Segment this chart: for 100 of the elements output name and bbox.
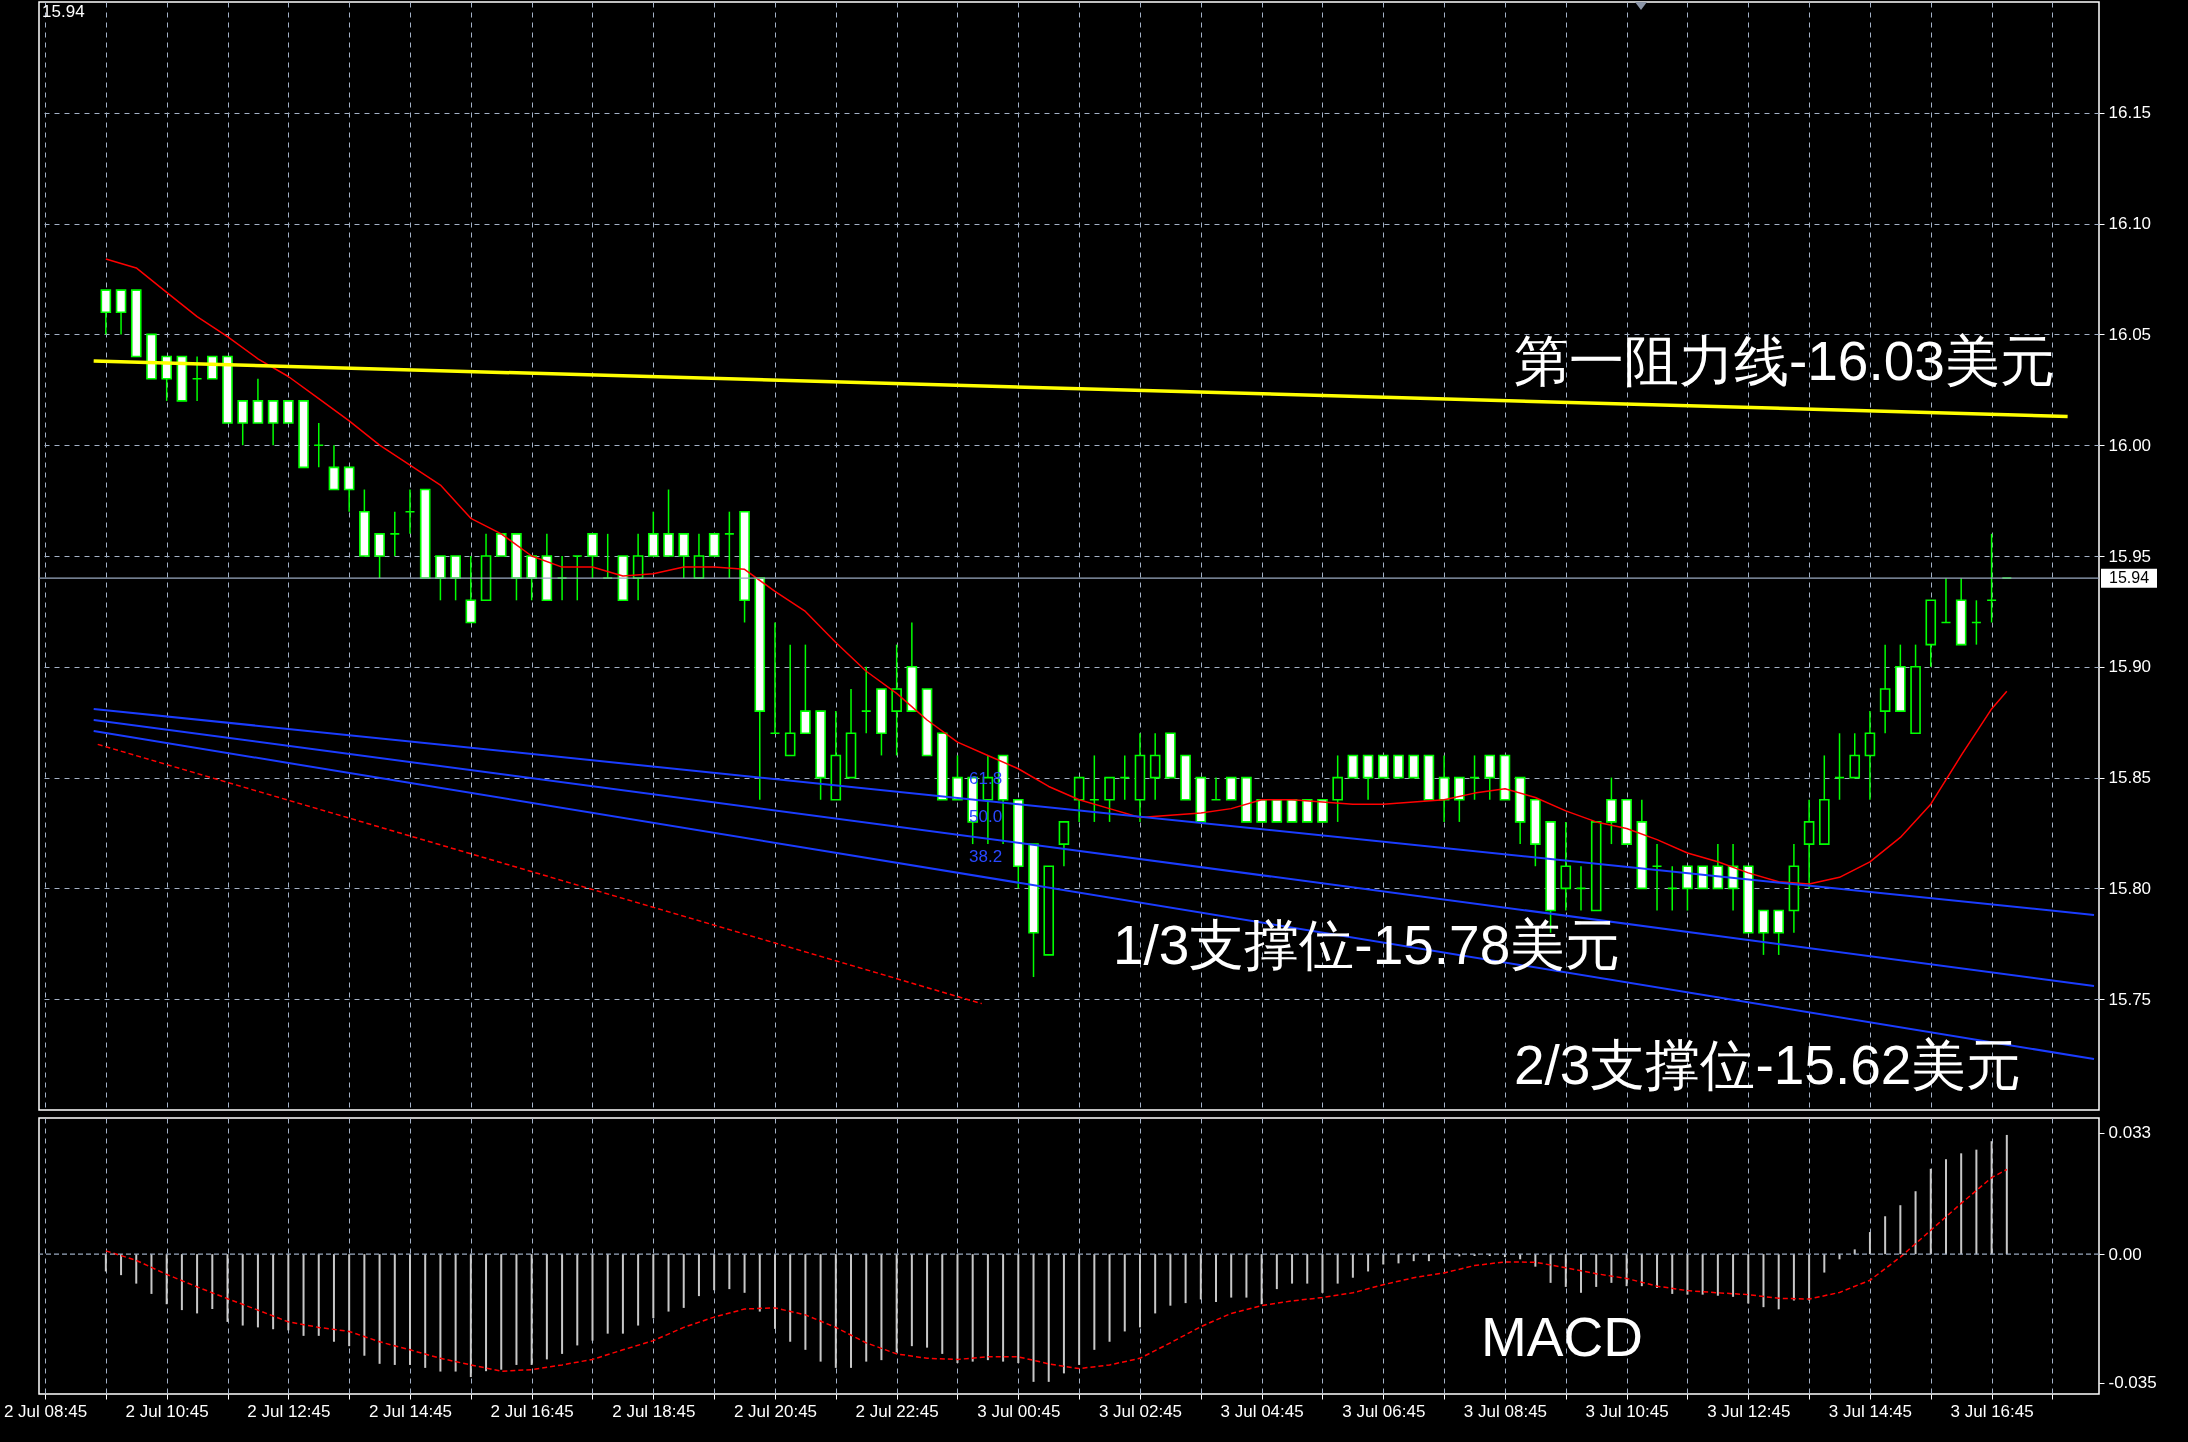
bar [1823,1254,1826,1273]
y-tick-label: 15.90 [2108,657,2152,677]
bar [1777,1254,1780,1310]
annotation: 15.94 [42,1,85,21]
bar [1808,1254,1811,1301]
bar [1154,1254,1157,1314]
bar [1853,1249,1856,1255]
bar [850,1254,853,1368]
bar [1078,1254,1081,1365]
x-tick-label: 2 Jul 18:45 [612,1401,696,1421]
candlestick [283,400,294,424]
bar [682,1254,685,1308]
bar [1899,1205,1902,1255]
bar [1610,1254,1613,1283]
x-tick-label: 3 Jul 14:45 [1828,1401,1913,1421]
candlestick [100,289,112,336]
candlestick [237,400,249,446]
bar [424,1254,427,1368]
bar [728,1254,731,1290]
bar [789,1254,792,1342]
bar [1686,1254,1689,1295]
bar [1412,1254,1415,1262]
bar [1671,1254,1674,1294]
bar [469,1254,472,1378]
y-tick-label: 16.15 [2108,103,2152,123]
y-tick-label: 15.80 [2108,878,2152,898]
bar [1184,1254,1187,1304]
bar [576,1254,579,1346]
bar [348,1254,351,1347]
candlestick [952,754,963,801]
bar [180,1254,183,1311]
candlestick [252,377,264,424]
bar [1625,1254,1628,1287]
candlestick [1149,732,1161,801]
bar [135,1254,138,1284]
candlestick [800,643,811,735]
x-tick-label: 2 Jul 14:45 [368,1401,453,1421]
bar [1716,1254,1719,1296]
candlestick [1347,754,1359,779]
bar [773,1254,776,1329]
x-tick-label: 2 Jul 12:45 [247,1401,331,1421]
candlestick [891,643,902,757]
candlestick [1454,776,1465,823]
bar [1579,1254,1582,1293]
bar [1199,1254,1202,1300]
bar [1884,1216,1887,1255]
bar [1306,1254,1309,1284]
candlestick [678,533,690,579]
y-tick-label: -0.035 [2108,1373,2157,1393]
bar [378,1254,381,1364]
y-tick-label: 0.033 [2108,1123,2152,1143]
bar [1215,1254,1218,1302]
bar [926,1254,929,1348]
candlestick [1879,643,1891,735]
bar [2005,1134,2008,1255]
x-tick-label: 3 Jul 10:45 [1585,1401,1669,1421]
candlestick [648,510,659,557]
annotation: 2/3支撑位-15.62美元 [1513,1034,2022,1097]
bar [1260,1254,1263,1305]
bar [1230,1254,1233,1298]
candlestick [1225,776,1237,801]
candlestick [465,555,477,624]
y-tick-label: 16.00 [2108,435,2152,455]
bar [409,1254,411,1365]
bar [1747,1254,1750,1304]
candlestick [1058,821,1070,867]
bar [454,1254,457,1372]
bar [332,1254,335,1342]
bar [120,1254,123,1276]
bar [895,1254,898,1353]
x-tick-label: 2 Jul 10:45 [125,1401,209,1421]
bar [1367,1254,1370,1272]
bar [1321,1254,1324,1293]
x-tick-label: 2 Jul 22:45 [855,1401,939,1421]
bar [1291,1254,1294,1284]
bar [1914,1191,1917,1255]
bar [1062,1254,1065,1374]
bar [1564,1254,1567,1287]
bar [226,1254,229,1322]
bar [637,1254,640,1326]
candlestick [1864,710,1876,801]
bar [697,1254,700,1297]
bar [150,1254,153,1294]
y-tick-label: 16.10 [2108,214,2152,234]
bar [545,1254,548,1360]
bar [1944,1159,1947,1255]
annotation: 38.2 [969,847,1003,867]
bar [986,1254,989,1361]
candlestick [1803,799,1815,890]
bar [1990,1141,1993,1255]
bar [667,1254,670,1312]
x-tick-label: 3 Jul 06:45 [1342,1401,1426,1421]
candlestick [267,400,279,446]
bar [1792,1254,1795,1301]
bar [1595,1254,1598,1287]
x-tick-label: 2 Jul 16:45 [490,1401,574,1421]
x-tick-label: 3 Jul 02:45 [1098,1401,1183,1421]
bar [1047,1254,1050,1382]
bar [1868,1232,1871,1255]
bar [1443,1254,1446,1259]
